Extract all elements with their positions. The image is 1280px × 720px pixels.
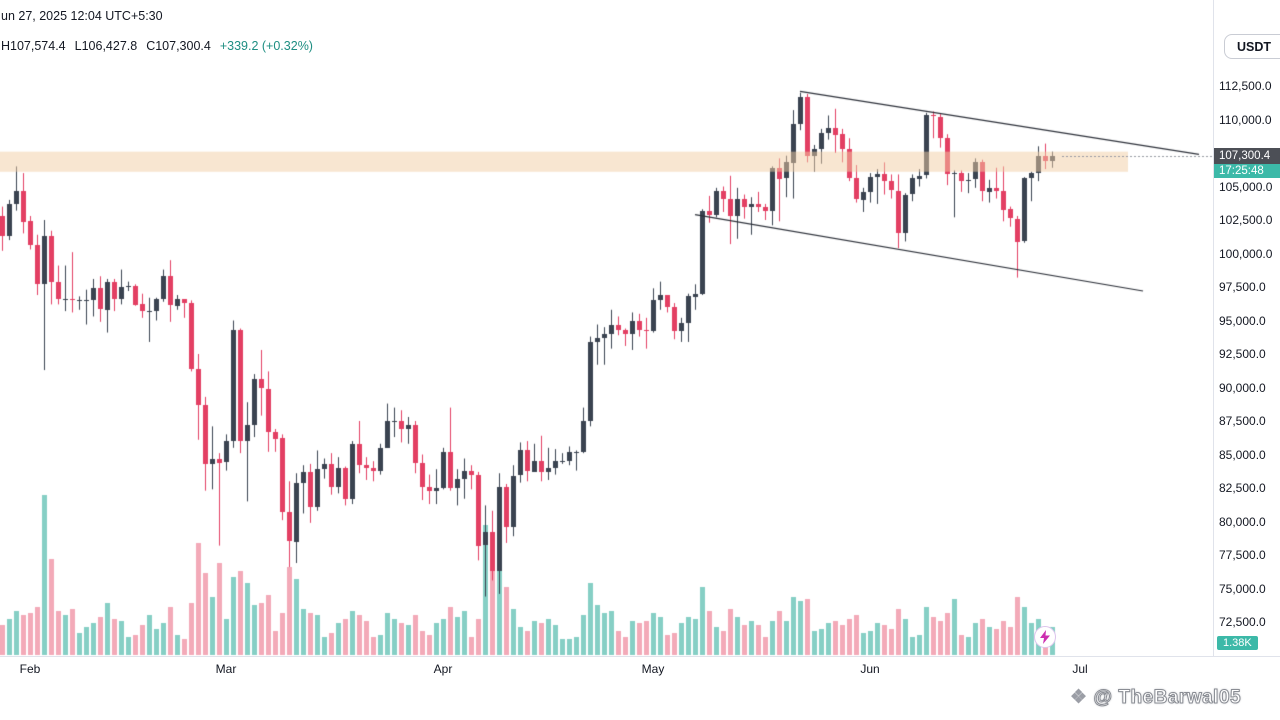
time-axis-label: Feb bbox=[19, 662, 41, 676]
price-tick-label: 97,500.0 bbox=[1219, 280, 1266, 294]
price-tick-label: 102,500.0 bbox=[1219, 213, 1273, 227]
lightning-bolt-icon bbox=[1040, 630, 1050, 644]
time-axis-label: Jun bbox=[860, 662, 880, 676]
chart-datetime: un 27, 2025 12:04 UTC+5:30 bbox=[1, 9, 163, 23]
volume-label: 1.38K bbox=[1217, 636, 1258, 650]
price-tick-label: 90,000.0 bbox=[1219, 380, 1266, 395]
candle-countdown: 17:25:48 bbox=[1214, 163, 1280, 178]
time-axis-label: Jul bbox=[1072, 662, 1088, 676]
currency-toggle-button[interactable]: USDT bbox=[1224, 34, 1280, 59]
flash-event-icon[interactable] bbox=[1034, 626, 1056, 648]
time-axis-label: Mar bbox=[215, 662, 237, 676]
time-axis-label: Apr bbox=[433, 662, 453, 676]
price-tick-label: 92,500.0 bbox=[1219, 347, 1266, 361]
price-tick-label: 85,000.0 bbox=[1219, 447, 1266, 462]
price-tick-label: 75,000.0 bbox=[1219, 581, 1266, 596]
ohlc-readout: H107,574.4 L106,427.8 C107,300.4 +339.2 (+0… bbox=[1, 39, 322, 53]
price-tick-label: 80,000.0 bbox=[1219, 514, 1266, 529]
price-tick-label: 72,500.0 bbox=[1219, 615, 1266, 629]
price-tick-label: 87,500.0 bbox=[1219, 414, 1266, 428]
price-tick-label: 105,000.0 bbox=[1219, 179, 1273, 194]
price-tick-label: 110,000.0 bbox=[1219, 112, 1272, 127]
watermark-text: @ TheBarwal05 bbox=[1093, 687, 1242, 709]
ohlc-high: H107,574.4 bbox=[1, 39, 66, 53]
candlestick-chart-canvas[interactable] bbox=[0, 0, 1213, 656]
ohlc-change: +339.2 (+0.32%) bbox=[219, 39, 313, 53]
price-tick-label: 77,500.0 bbox=[1219, 548, 1266, 562]
time-axis-label: May bbox=[641, 662, 665, 676]
price-axis[interactable]: 112,500.0110,000.0107,500.0105,000.0102,… bbox=[1213, 0, 1280, 656]
time-axis[interactable]: Feb Mar Apr May Jun Jul bbox=[0, 656, 1280, 680]
price-tick-label: 100,000.0 bbox=[1219, 246, 1273, 261]
price-tick-label: 95,000.0 bbox=[1219, 313, 1266, 328]
ohlc-close: C107,300.4 bbox=[146, 39, 211, 53]
watermark-logo-icon: ❖ bbox=[1070, 687, 1088, 708]
watermark: ❖ @ TheBarwal05 bbox=[1070, 686, 1241, 709]
price-tick-label: 82,500.0 bbox=[1219, 481, 1266, 495]
price-tick-label: 112,500.0 bbox=[1219, 79, 1272, 93]
ohlc-low: L106,427.8 bbox=[74, 39, 138, 53]
current-price-value: 107,300.4 bbox=[1214, 147, 1280, 164]
current-price-label: 107,300.4 17:25:48 bbox=[1214, 147, 1280, 178]
